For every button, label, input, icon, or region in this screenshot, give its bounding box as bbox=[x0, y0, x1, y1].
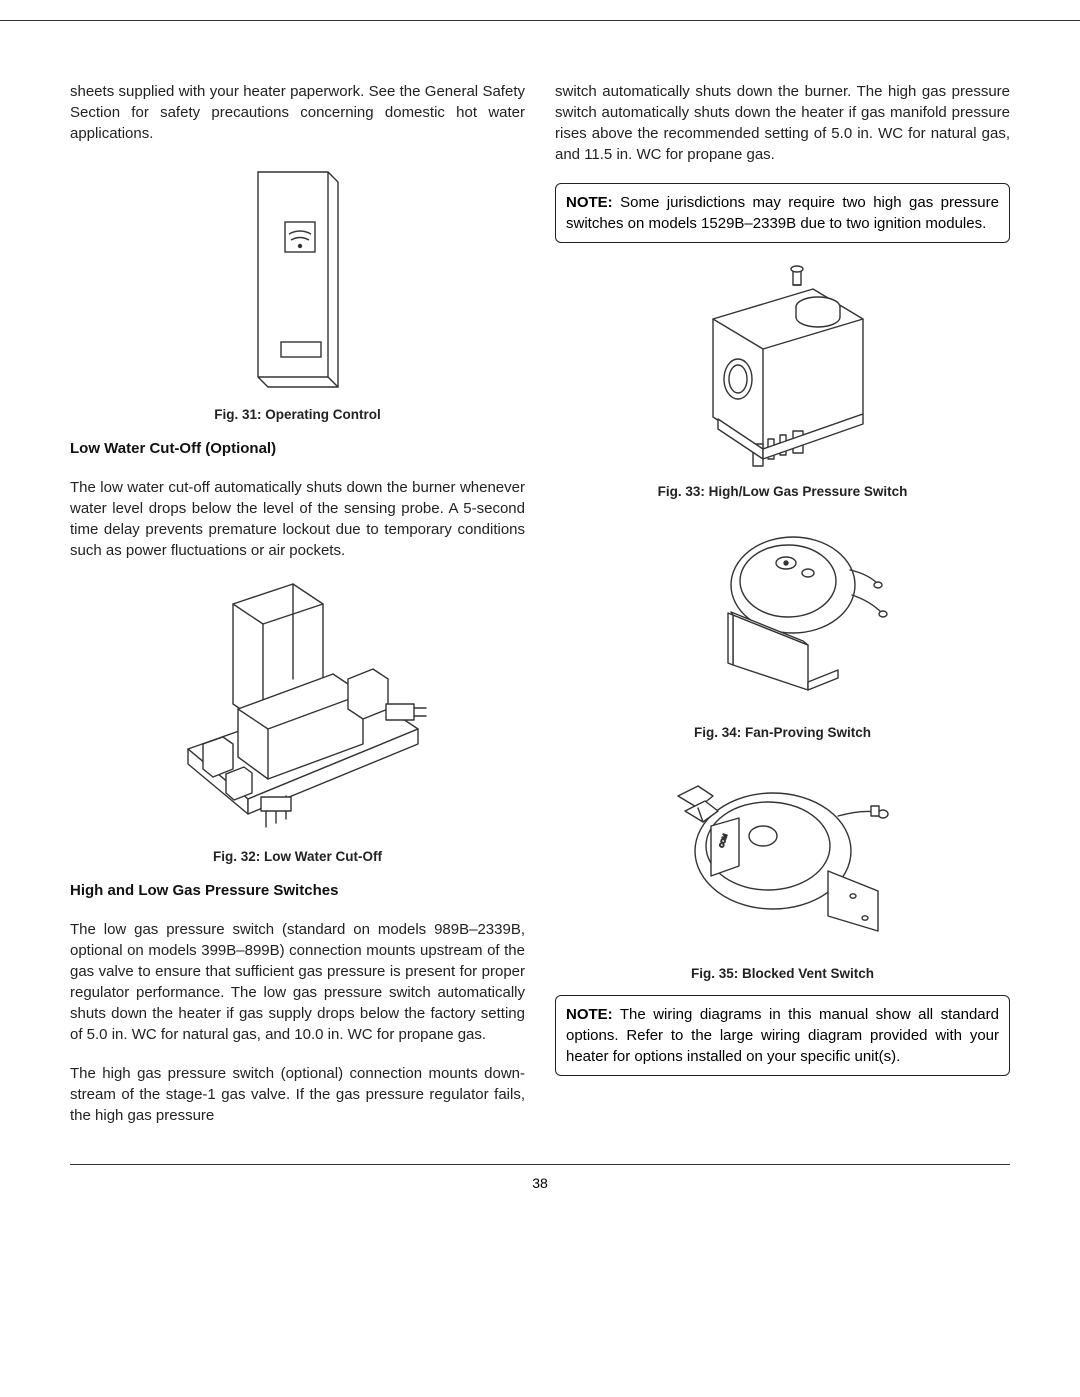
figure-34-caption: Fig. 34: Fan-Proving Switch bbox=[555, 725, 1010, 740]
operating-control-icon bbox=[233, 162, 363, 397]
note-box-1: NOTE: Some jurisdictions may require two… bbox=[555, 183, 1010, 243]
note-2-label: NOTE: bbox=[566, 1006, 613, 1023]
figure-32: Fig. 32: Low Water Cut-Off bbox=[70, 579, 525, 864]
right-intro-paragraph: switch automatically shuts down the burn… bbox=[555, 81, 1010, 165]
blocked-vent-switch-icon: COM bbox=[643, 756, 923, 956]
figure-31-caption: Fig. 31: Operating Control bbox=[70, 407, 525, 422]
page-number: 38 bbox=[532, 1175, 548, 1191]
fan-proving-switch-icon bbox=[668, 515, 898, 715]
low-gas-paragraph: The low gas pressure switch (standard on… bbox=[70, 919, 525, 1045]
figure-34: Fig. 34: Fan-Proving Switch bbox=[555, 515, 1010, 740]
figure-33: Fig. 33: High/Low Gas Pressure Switch bbox=[555, 259, 1010, 499]
figure-35-caption: Fig. 35: Blocked Vent Switch bbox=[555, 966, 1010, 981]
figure-33-caption: Fig. 33: High/Low Gas Pressure Switch bbox=[555, 484, 1010, 499]
heading-gas-pressure: High and Low Gas Pressure Switches bbox=[70, 882, 525, 899]
note-1-text: Some jurisdictions may require two high … bbox=[566, 194, 999, 232]
left-column: sheets supplied with your heater paperwo… bbox=[70, 81, 525, 1144]
low-water-paragraph: The low water cut-off automatically shut… bbox=[70, 477, 525, 561]
two-column-layout: sheets supplied with your heater paperwo… bbox=[70, 81, 1010, 1144]
low-water-cutoff-icon bbox=[148, 579, 448, 839]
gas-pressure-switch-icon bbox=[668, 259, 898, 474]
figure-32-caption: Fig. 32: Low Water Cut-Off bbox=[70, 849, 525, 864]
intro-paragraph: sheets supplied with your heater paperwo… bbox=[70, 81, 525, 144]
figure-31: Fig. 31: Operating Control bbox=[70, 162, 525, 422]
note-box-2: NOTE: The wiring diagrams in this manual… bbox=[555, 995, 1010, 1076]
note-1-label: NOTE: bbox=[566, 194, 613, 211]
right-column: switch automatically shuts down the burn… bbox=[555, 81, 1010, 1144]
high-gas-paragraph: The high gas pressure switch (optional) … bbox=[70, 1063, 525, 1126]
page: sheets supplied with your heater paperwo… bbox=[0, 20, 1080, 1231]
page-footer: 38 bbox=[70, 1164, 1010, 1191]
note-2-text: The wiring diagrams in this manual show … bbox=[566, 1006, 999, 1065]
heading-low-water-cutoff: Low Water Cut-Off (Optional) bbox=[70, 440, 525, 457]
figure-35: COM Fig. 35: Blocked Vent Switch bbox=[555, 756, 1010, 981]
